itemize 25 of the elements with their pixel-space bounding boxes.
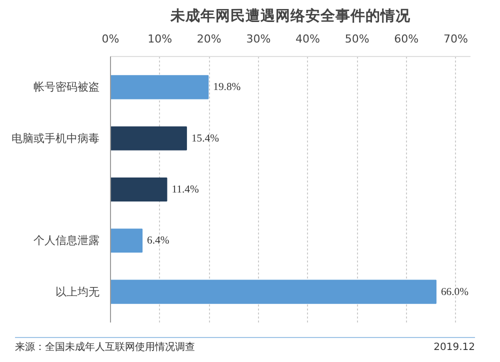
data-label: 11.4% bbox=[172, 184, 199, 196]
data-label: 19.8% bbox=[213, 82, 241, 94]
x-tick-label: 0% bbox=[102, 32, 120, 46]
data-label: 66.0% bbox=[440, 286, 469, 298]
bar bbox=[110, 177, 168, 202]
y-tick-label: 电脑或手机中病毒 bbox=[12, 132, 100, 145]
source-note: 来源：全国未成年人互联网使用情况调查 bbox=[15, 341, 195, 355]
x-tick-label: 10% bbox=[148, 32, 172, 46]
bar bbox=[110, 126, 187, 150]
x-tick-label: 70% bbox=[443, 32, 468, 46]
y-tick-label: 以上均无 bbox=[56, 285, 100, 298]
data-label: 6.4% bbox=[147, 236, 170, 247]
data-label: 15.4% bbox=[191, 133, 220, 144]
x-tick-label: 20% bbox=[196, 32, 222, 46]
text: 2019.12 bbox=[434, 341, 475, 355]
y-tick-label: 个人信息泄露 bbox=[34, 234, 100, 248]
y-tick-label: 帐号密码被盗 bbox=[34, 80, 100, 94]
x-tick-label: 60% bbox=[394, 32, 419, 46]
bar bbox=[110, 228, 143, 253]
chart-title: 未成年网民遭遇网络安全事件的情况 bbox=[170, 6, 412, 24]
x-tick-label: 30% bbox=[246, 32, 271, 46]
bar bbox=[110, 75, 209, 100]
x-tick-label: 50% bbox=[344, 32, 370, 46]
x-tick-label: 40% bbox=[296, 32, 320, 46]
bar bbox=[110, 280, 436, 304]
